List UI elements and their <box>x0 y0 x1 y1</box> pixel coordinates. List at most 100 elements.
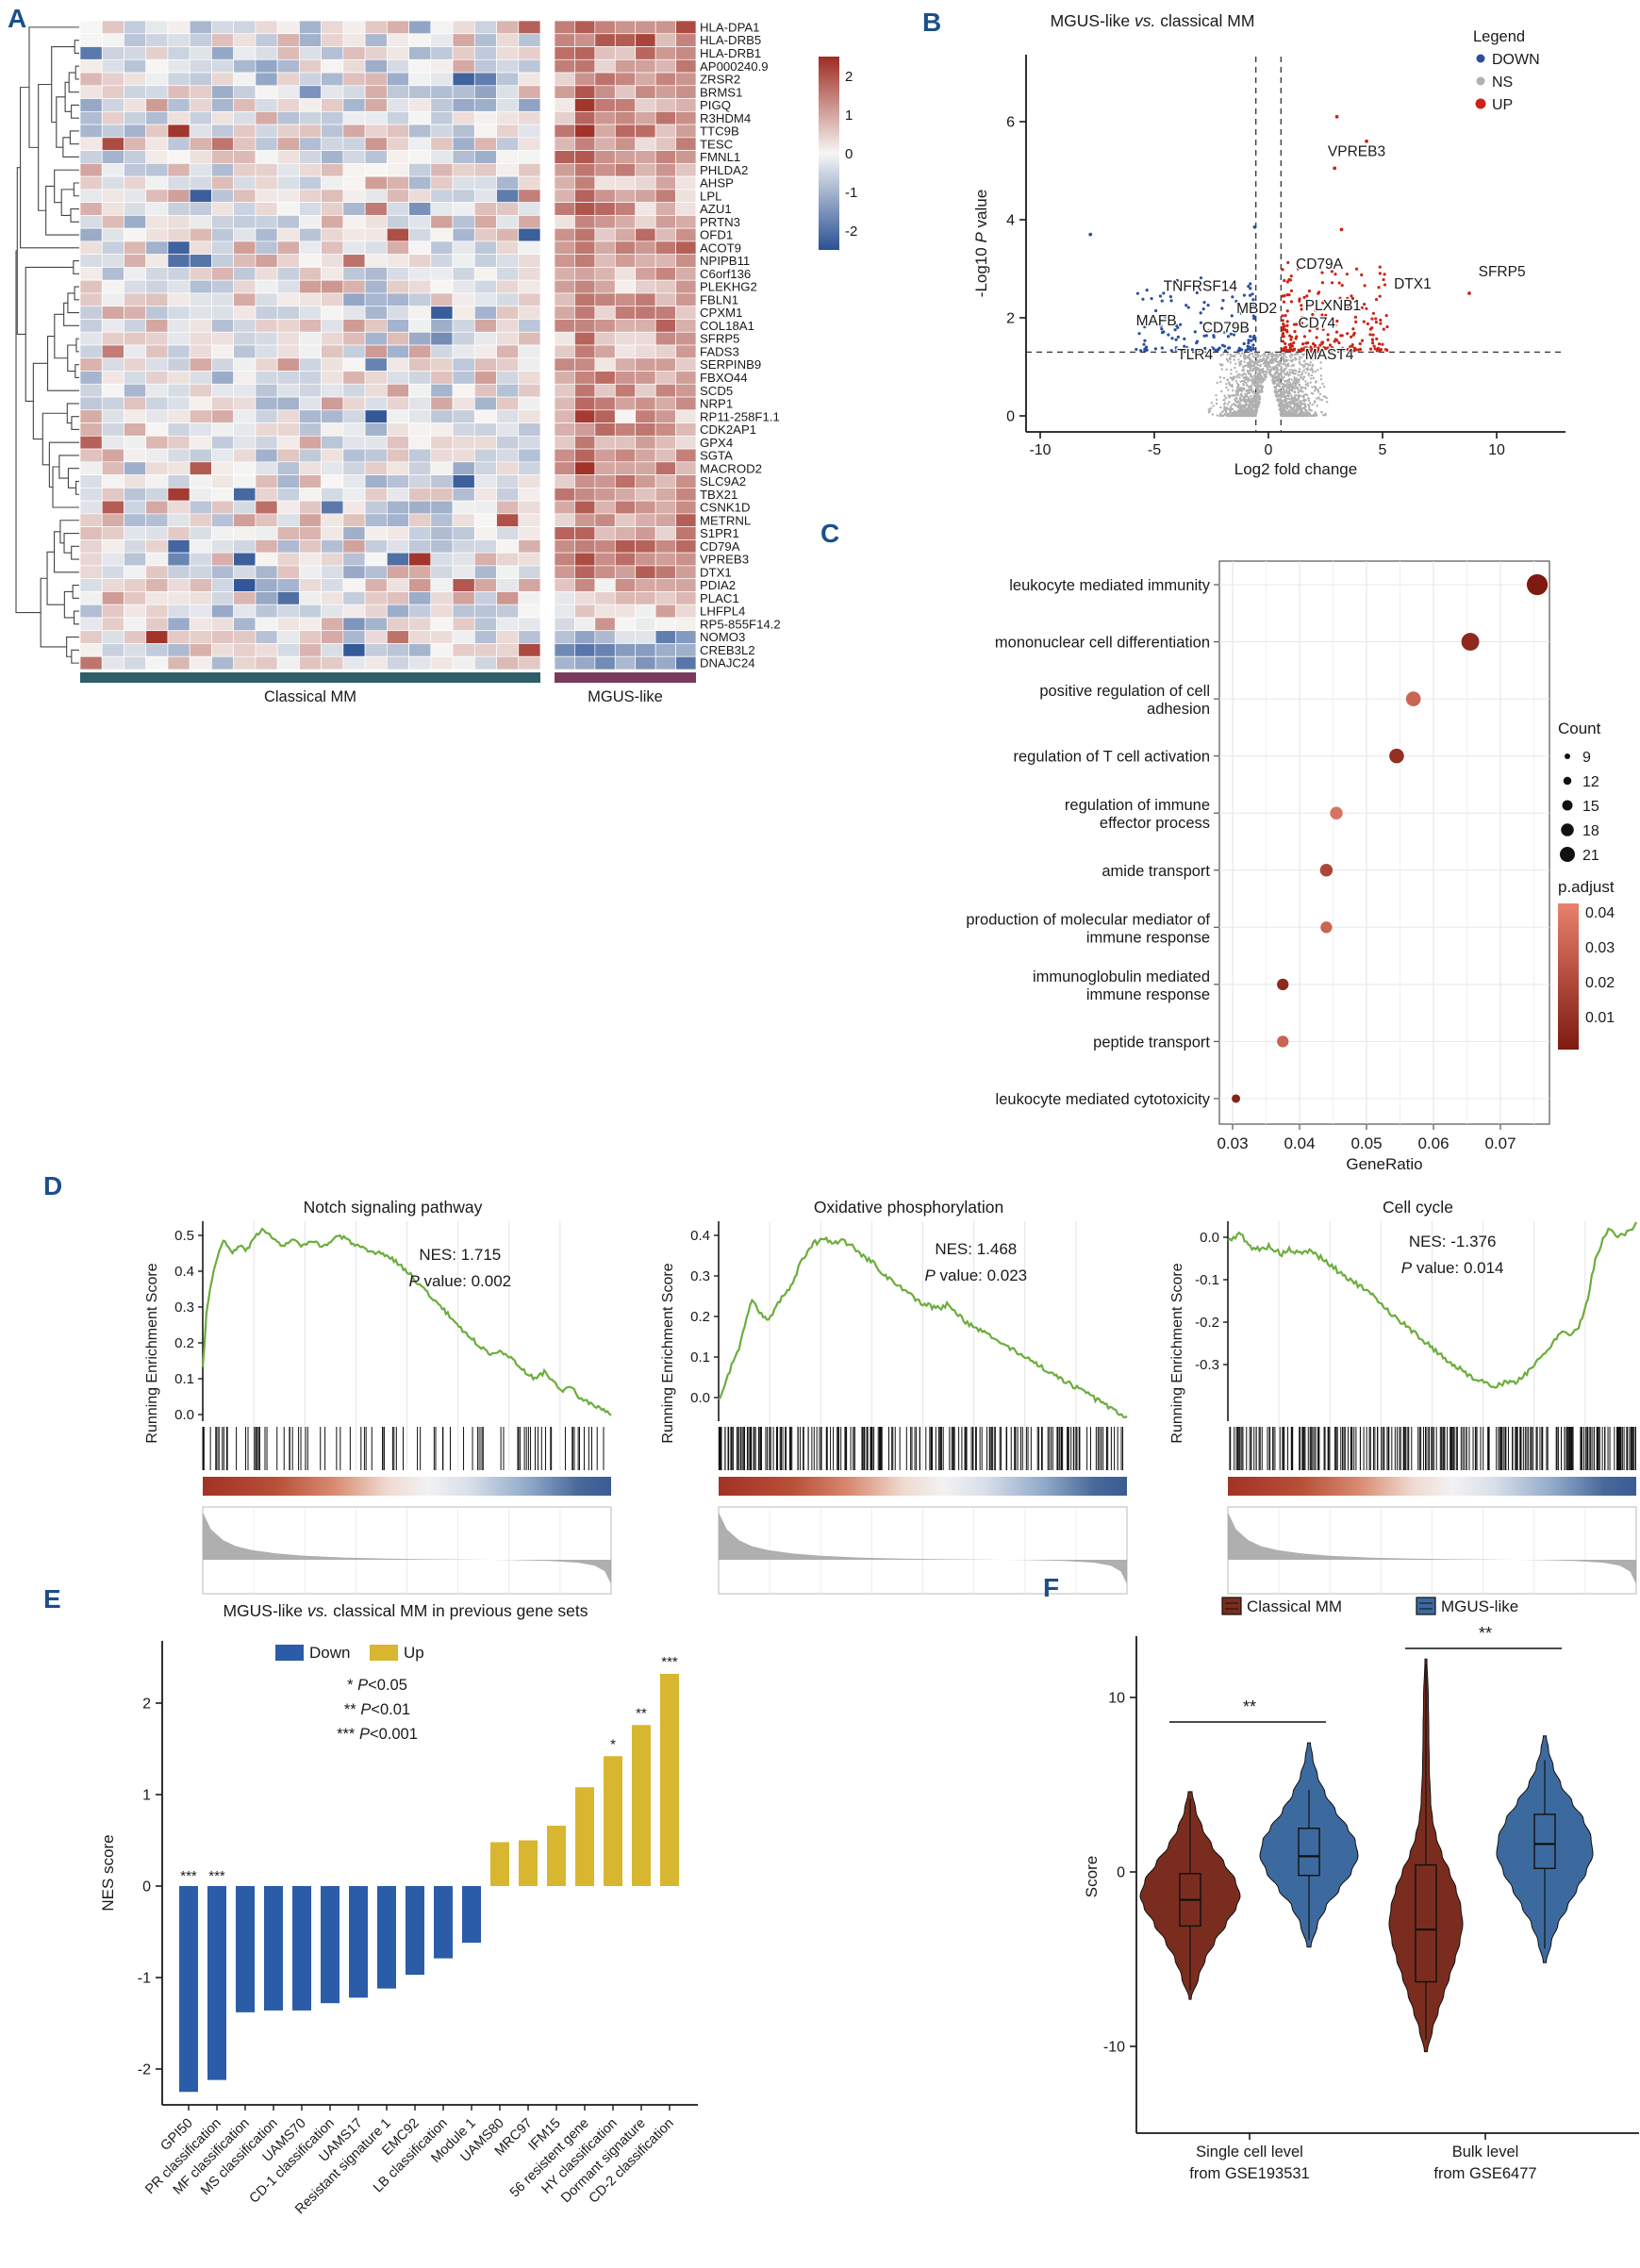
nes-bar-sig: ** <box>636 1705 647 1721</box>
nes-bar-sig: *** <box>661 1654 678 1670</box>
nes-bar-sig: * <box>610 1736 616 1752</box>
dotplot-dots <box>1232 573 1549 1103</box>
gene-label: S1PR1 <box>700 526 739 540</box>
gsea-curve <box>1227 1221 1637 1389</box>
svg-text:amide transport: amide transport <box>1102 863 1210 880</box>
volcano-gene-label: CD79B <box>1202 321 1250 337</box>
volcano-legend: Legend DOWN NS UP <box>1473 28 1540 113</box>
svg-text:0.1: 0.1 <box>690 1349 710 1366</box>
gene-label: LHFPL4 <box>700 604 745 619</box>
svg-text:1: 1 <box>845 108 853 124</box>
gene-label: AHSP <box>700 176 734 190</box>
svg-text:0: 0 <box>845 146 853 162</box>
svg-text:5: 5 <box>1379 442 1387 458</box>
svg-text:Classical MM: Classical MM <box>1247 1598 1342 1615</box>
svg-text:10: 10 <box>1108 1691 1125 1707</box>
svg-text:6: 6 <box>1006 115 1015 131</box>
nes-bar <box>264 1886 283 2011</box>
volcano-gene-label: CD79A <box>1296 257 1344 273</box>
nes-bar <box>660 1673 679 1886</box>
dotplot-padjust-legend: p.adjust 0.04 0.03 0.02 0.01 <box>1558 878 1615 1050</box>
gsea-grid <box>769 1221 1077 1470</box>
svg-text:-1: -1 <box>845 185 857 201</box>
nes-bar <box>604 1756 622 1886</box>
volcano-gene-label: MAFB <box>1136 313 1177 329</box>
gene-label: TESC <box>700 137 734 151</box>
nes-bar <box>179 1886 198 2093</box>
gene-label: RP11-258F1.1 <box>700 409 780 423</box>
svg-text:MGUS-like: MGUS-like <box>1441 1598 1518 1615</box>
violin-group-label: from GSE193531 <box>1189 2165 1310 2182</box>
svg-text:Count: Count <box>1558 720 1601 737</box>
svg-text:adhesion: adhesion <box>1147 701 1210 718</box>
svg-text:0.07: 0.07 <box>1484 1134 1516 1152</box>
panel-label-e: E <box>43 1584 61 1614</box>
gene-label: MACROD2 <box>700 461 762 475</box>
svg-text:UP: UP <box>1492 97 1513 113</box>
volcano-ylabel: -Log10 P value <box>972 190 990 297</box>
svg-text:1: 1 <box>142 1788 151 1804</box>
svg-text:18: 18 <box>1582 823 1599 839</box>
svg-text:P value: 0.002: P value: 0.002 <box>408 1272 511 1290</box>
svg-text:0: 0 <box>1006 409 1015 425</box>
panel-label-a: A <box>8 4 27 33</box>
gene-label: CPXM1 <box>700 306 742 320</box>
gene-label: DNAJC24 <box>700 656 755 670</box>
svg-text:12: 12 <box>1582 774 1599 790</box>
svg-text:Running Enrichment Score: Running Enrichment Score <box>1169 1263 1185 1443</box>
gsea-rank-gradient <box>719 1477 1127 1496</box>
violin-group-label: from GSE6477 <box>1433 2165 1536 2182</box>
volcano-gene-label: TLR4 <box>1177 347 1213 363</box>
svg-text:10: 10 <box>1488 442 1505 458</box>
dotplot-category-labels: leukocyte mediated immunity mononuclear c… <box>966 577 1219 1108</box>
svg-text:2: 2 <box>1006 311 1015 327</box>
nes-bar <box>575 1787 594 1886</box>
svg-text:4: 4 <box>1006 213 1015 229</box>
svg-text:-1: -1 <box>138 1971 151 1987</box>
svg-text:Log2 fold change: Log2 fold change <box>1234 460 1357 478</box>
svg-text:MGUS-like vs. classical MM in: MGUS-like vs. classical MM in previous g… <box>223 1601 588 1620</box>
volcano-gene-label: SFRP5 <box>1479 264 1526 280</box>
violin-group-label: Bulk level <box>1452 2144 1519 2160</box>
dotplot-count-legend: Count 9 12 15 18 21 <box>1558 720 1601 864</box>
gene-label: VPREB3 <box>700 553 749 567</box>
gene-label: R3HDM4 <box>700 111 751 125</box>
svg-text:Running Enrichment Score: Running Enrichment Score <box>144 1263 160 1443</box>
gene-label: METRNL <box>700 513 751 527</box>
heatmap-gene-labels: HLA-DPA1HLA-DRB5HLA-DRB1AP000240.9ZRSR2B… <box>700 20 781 670</box>
svg-text:-0.1: -0.1 <box>1195 1272 1219 1288</box>
gene-label: HLA-DRB1 <box>700 46 761 60</box>
nes-bar <box>490 1842 509 1886</box>
panel-a-heatmap: HLA-DPA1HLA-DRB5HLA-DRB1AP000240.9ZRSR2B… <box>15 20 857 705</box>
svg-text:Score: Score <box>1083 1856 1101 1897</box>
svg-text:0.04: 0.04 <box>1284 1134 1315 1152</box>
panel-e-bars: MGUS-like vs. classical MM in previous g… <box>99 1601 698 2217</box>
panel-label-f: F <box>1043 1573 1060 1602</box>
svg-text:0.0: 0.0 <box>1200 1230 1219 1246</box>
gene-label: RP5-855F14.2 <box>700 617 781 631</box>
svg-text:immune response: immune response <box>1086 986 1210 1003</box>
gene-label: CSNK1D <box>700 501 751 515</box>
svg-text:peptide transport: peptide transport <box>1093 1034 1210 1051</box>
nes-bar <box>547 1825 566 1886</box>
svg-text:9: 9 <box>1582 750 1591 766</box>
gsea-curve <box>718 1235 1128 1419</box>
gene-label: PIGQ <box>700 98 731 112</box>
nes-bar <box>377 1886 396 1989</box>
nes-bar <box>236 1886 255 2012</box>
gene-label: ZRSR2 <box>700 73 740 87</box>
svg-text:P value: 0.014: P value: 0.014 <box>1401 1259 1504 1277</box>
svg-text:0: 0 <box>142 1879 151 1896</box>
panel-label-b: B <box>922 8 942 37</box>
violin-legend: Classical MM MGUS-like <box>1221 1597 1518 1615</box>
gene-label: HLA-DPA1 <box>700 20 760 34</box>
svg-text:0.3: 0.3 <box>174 1300 194 1316</box>
svg-text:* P<0.05: * P<0.05 <box>347 1677 407 1694</box>
gene-label: PLEKHG2 <box>700 280 757 294</box>
gsea-barcode <box>718 1427 1124 1470</box>
svg-text:0: 0 <box>1265 442 1273 458</box>
panel-d-gsea-1: Notch signaling pathway Running Enrichmen… <box>144 1198 612 1595</box>
svg-text:NES: -1.376: NES: -1.376 <box>1409 1233 1497 1250</box>
svg-text:2: 2 <box>142 1697 151 1713</box>
